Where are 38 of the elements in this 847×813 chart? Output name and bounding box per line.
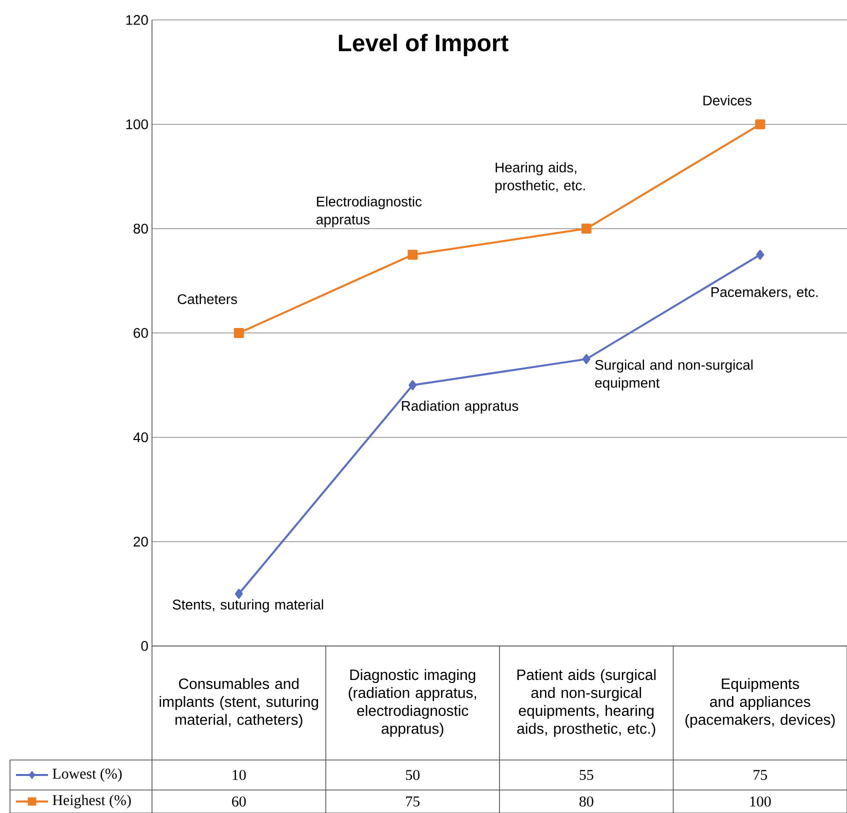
- data-label: 100: [750, 796, 771, 807]
- x-tick-label: Equipments and appliances (pacemakers, devices): [685, 678, 835, 728]
- y-tick-label: 40: [133, 432, 148, 442]
- annotation: Electrodiagnostic appratus: [316, 196, 422, 228]
- data-label: 60: [232, 796, 246, 807]
- text: Level of Import: [338, 34, 508, 56]
- point: [234, 328, 244, 338]
- annotation: Catheters: [178, 294, 238, 304]
- x-tick-label: Patient aids (surgical and non-surgical equipments, hearing aids, prosthetic, etc.): [517, 669, 656, 737]
- point: [408, 250, 418, 260]
- point: [581, 224, 592, 234]
- point: [756, 250, 764, 260]
- data-label: 55: [580, 770, 594, 780]
- annotation: Hearing aids, prosthetic, etc.: [495, 162, 585, 194]
- data-label: 10: [232, 770, 246, 780]
- point: [755, 119, 766, 130]
- y-tick-label: 60: [134, 328, 148, 338]
- point: [408, 380, 417, 390]
- y-tick-label: 0: [141, 641, 148, 651]
- y-tick-label: 80: [134, 224, 148, 234]
- legend-label: Lowest (%): [52, 768, 122, 782]
- annotation: Pacemakers, etc.: [711, 286, 818, 299]
- annotation: Surgical and non-surgical equipment: [595, 360, 753, 391]
- y-tick-label: 100: [126, 119, 148, 130]
- point: [234, 588, 243, 599]
- data-label: 80: [579, 796, 594, 807]
- x-tick-label: Consumables and implants (stent, suturing material, catheters): [160, 678, 318, 728]
- data-label: 75: [754, 770, 768, 780]
- y-tick-label: 120: [126, 15, 148, 25]
- y-tick-label: 20: [134, 536, 148, 547]
- legend-label: Heighest (%): [52, 794, 131, 808]
- x-tick-label: Diagnostic imaging (radiation appratus, electrodiagnostic appratus): [348, 669, 476, 737]
- data-label: 50: [406, 770, 420, 780]
- point: [582, 354, 590, 364]
- annotation: Devices: [703, 95, 752, 106]
- annotation: Radiation appratus: [402, 400, 518, 414]
- annotation: Stents, suturing material: [172, 599, 324, 612]
- data-label: 75: [406, 796, 420, 806]
